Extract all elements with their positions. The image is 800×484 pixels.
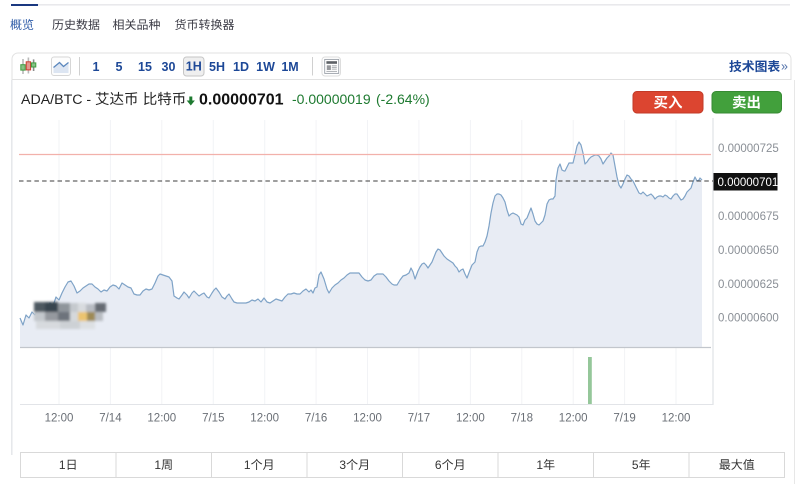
svg-text:1: 1 [536, 458, 543, 472]
svg-text:0.00000625: 0.00000625 [718, 279, 779, 291]
svg-text:12:00: 12:00 [353, 413, 382, 425]
svg-text:1: 1 [154, 458, 161, 472]
svg-text:7/19: 7/19 [613, 413, 635, 425]
svg-text:3: 3 [339, 458, 346, 472]
svg-text:12:00: 12:00 [147, 413, 176, 425]
svg-text:1: 1 [93, 60, 100, 74]
svg-text:12:00: 12:00 [45, 413, 74, 425]
svg-text:0.00000725: 0.00000725 [718, 143, 779, 155]
svg-text:12:00: 12:00 [250, 413, 279, 425]
svg-text:5: 5 [632, 458, 639, 472]
svg-text:12:00: 12:00 [559, 413, 588, 425]
svg-text:12:00: 12:00 [662, 413, 691, 425]
svg-text:»: » [781, 60, 788, 74]
svg-text:15: 15 [138, 60, 152, 74]
svg-text:1: 1 [59, 458, 66, 472]
svg-text:1D: 1D [233, 60, 249, 74]
svg-text:7/18: 7/18 [511, 413, 533, 425]
svg-text:7/16: 7/16 [305, 413, 327, 425]
svg-text:0.00000701: 0.00000701 [199, 92, 284, 109]
svg-text:7/14: 7/14 [99, 413, 122, 425]
svg-text:0.00000600: 0.00000600 [718, 312, 779, 324]
svg-text:1: 1 [244, 458, 251, 472]
svg-text:7/15: 7/15 [202, 413, 224, 425]
svg-text:0.00000675: 0.00000675 [718, 211, 779, 223]
svg-text:6: 6 [435, 458, 442, 472]
svg-text:0.00000650: 0.00000650 [718, 245, 779, 257]
svg-text:1W: 1W [256, 60, 275, 74]
svg-text:0.00000701: 0.00000701 [718, 177, 779, 189]
svg-text:30: 30 [162, 60, 176, 74]
svg-text:7/17: 7/17 [408, 413, 430, 425]
svg-text:-0.00000019: -0.00000019 [292, 91, 371, 107]
svg-text:5H: 5H [209, 60, 225, 74]
svg-text:5: 5 [116, 60, 123, 74]
svg-text:ADA/BTC -: ADA/BTC - [21, 92, 91, 108]
svg-text:1H: 1H [186, 60, 202, 74]
svg-text:(-2.64%): (-2.64%) [376, 91, 430, 107]
svg-text:1M: 1M [281, 60, 298, 74]
svg-text:12:00: 12:00 [456, 413, 485, 425]
